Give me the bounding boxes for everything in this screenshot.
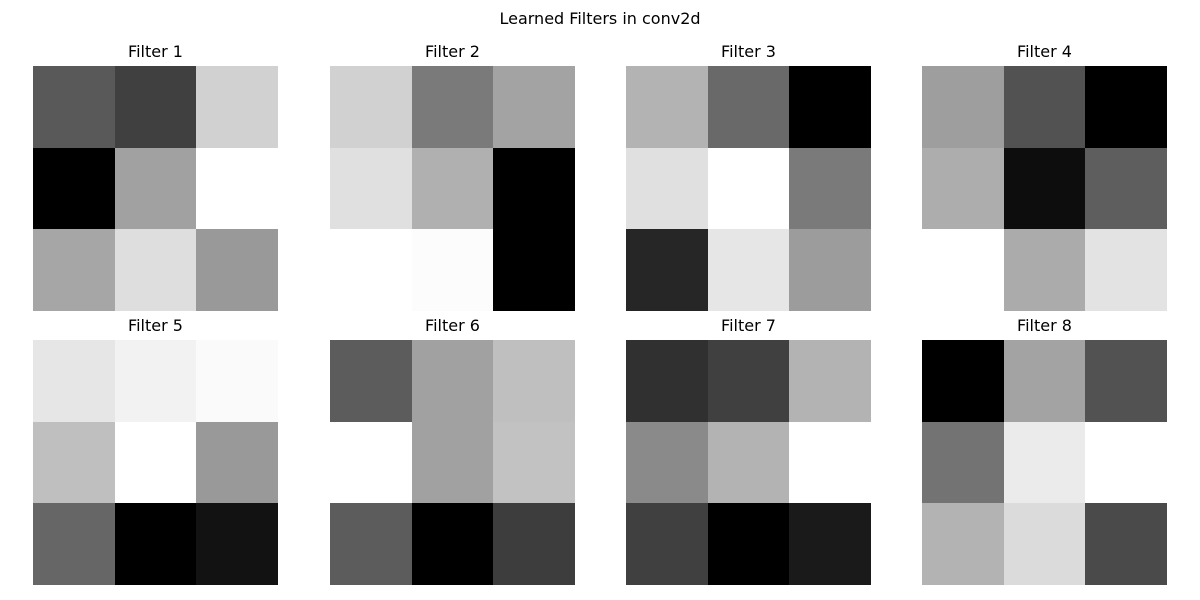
figure-title: Learned Filters in conv2d [499,9,701,28]
heatmap-cell-r1-c0 [33,147,115,230]
heatmap-cell-r0-c2 [493,340,575,422]
heatmap-cell-r0-c1 [411,66,494,148]
filter-title: Filter 8 [1017,316,1072,335]
heatmap-cell-r0-c1 [707,66,790,148]
heatmap-cell-r2-c2 [196,229,278,311]
filter-heatmap [33,66,278,311]
heatmap-cell-r0-c2 [789,340,871,422]
filter-heatmap [330,340,575,585]
heatmap-cell-r0-c1 [114,340,197,422]
heatmap-cell-r2-c0 [330,229,412,311]
filter-title: Filter 4 [1017,42,1072,61]
heatmap-cell-r0-c1 [411,340,494,422]
heatmap-cell-r2-c0 [33,503,115,585]
heatmap-cell-r2-c1 [411,229,494,311]
heatmap-cell-r2-c2 [1085,229,1167,311]
filter-heatmap [330,66,575,311]
heatmap-cell-r0-c1 [114,66,197,148]
heatmap-cell-r1-c0 [33,421,115,504]
heatmap-cell-r1-c2 [789,421,871,504]
filter-title: Filter 6 [425,316,480,335]
heatmap-cell-r1-c1 [411,421,494,504]
filter-title: Filter 1 [128,42,183,61]
heatmap-cell-r2-c1 [707,503,790,585]
heatmap-cell-r1-c1 [114,147,197,230]
heatmap-cell-r2-c0 [626,503,708,585]
heatmap-cell-r0-c2 [789,66,871,148]
heatmap-cell-r0-c0 [626,66,708,148]
heatmap-cell-r1-c0 [330,147,412,230]
heatmap-cell-r1-c0 [922,421,1004,504]
heatmap-cell-r0-c0 [33,340,115,422]
heatmap-cell-r0-c0 [33,66,115,148]
heatmap-cell-r2-c1 [707,229,790,311]
heatmap-cell-r1-c1 [1003,147,1086,230]
heatmap-cell-r0-c0 [922,340,1004,422]
heatmap-cell-r1-c2 [1085,421,1167,504]
heatmap-cell-r1-c2 [196,421,278,504]
heatmap-cell-r1-c0 [626,421,708,504]
heatmap-cell-r2-c1 [1003,503,1086,585]
filter-title: Filter 5 [128,316,183,335]
heatmap-cell-r2-c2 [196,503,278,585]
heatmap-cell-r0-c0 [330,66,412,148]
heatmap-cell-r0-c1 [1003,340,1086,422]
heatmap-cell-r1-c2 [493,147,575,230]
heatmap-cell-r2-c2 [1085,503,1167,585]
heatmap-cell-r0-c2 [1085,66,1167,148]
heatmap-cell-r0-c0 [330,340,412,422]
heatmap-cell-r2-c2 [789,229,871,311]
heatmap-cell-r2-c0 [626,229,708,311]
filter-title: Filter 7 [721,316,776,335]
heatmap-cell-r2-c2 [493,229,575,311]
heatmap-cell-r2-c0 [922,503,1004,585]
heatmap-cell-r1-c0 [922,147,1004,230]
heatmap-cell-r2-c0 [922,229,1004,311]
heatmap-cell-r2-c0 [330,503,412,585]
heatmap-cell-r2-c1 [411,503,494,585]
filter-heatmap [626,66,871,311]
heatmap-cell-r1-c1 [707,421,790,504]
heatmap-cell-r2-c0 [33,229,115,311]
filter-heatmap [626,340,871,585]
heatmap-cell-r1-c1 [707,147,790,230]
heatmap-cell-r1-c0 [626,147,708,230]
heatmap-cell-r2-c2 [789,503,871,585]
heatmap-cell-r2-c2 [493,503,575,585]
heatmap-cell-r1-c1 [114,421,197,504]
filter-title: Filter 3 [721,42,776,61]
heatmap-cell-r1-c1 [1003,421,1086,504]
heatmap-cell-r1-c0 [330,421,412,504]
filter-heatmap [922,66,1167,311]
heatmap-cell-r0-c2 [196,66,278,148]
heatmap-cell-r0-c0 [922,66,1004,148]
filter-heatmap [922,340,1167,585]
heatmap-cell-r0-c2 [196,340,278,422]
heatmap-cell-r1-c1 [411,147,494,230]
filter-heatmap [33,340,278,585]
heatmap-cell-r2-c1 [114,229,197,311]
filter-title: Filter 2 [425,42,480,61]
heatmap-cell-r2-c1 [114,503,197,585]
heatmap-cell-r0-c2 [1085,340,1167,422]
heatmap-cell-r1-c2 [1085,147,1167,230]
heatmap-cell-r0-c1 [1003,66,1086,148]
heatmap-cell-r0-c1 [707,340,790,422]
heatmap-cell-r0-c2 [493,66,575,148]
heatmap-cell-r1-c2 [493,421,575,504]
heatmap-cell-r0-c0 [626,340,708,422]
heatmap-cell-r1-c2 [789,147,871,230]
heatmap-cell-r1-c2 [196,147,278,230]
heatmap-cell-r2-c1 [1003,229,1086,311]
